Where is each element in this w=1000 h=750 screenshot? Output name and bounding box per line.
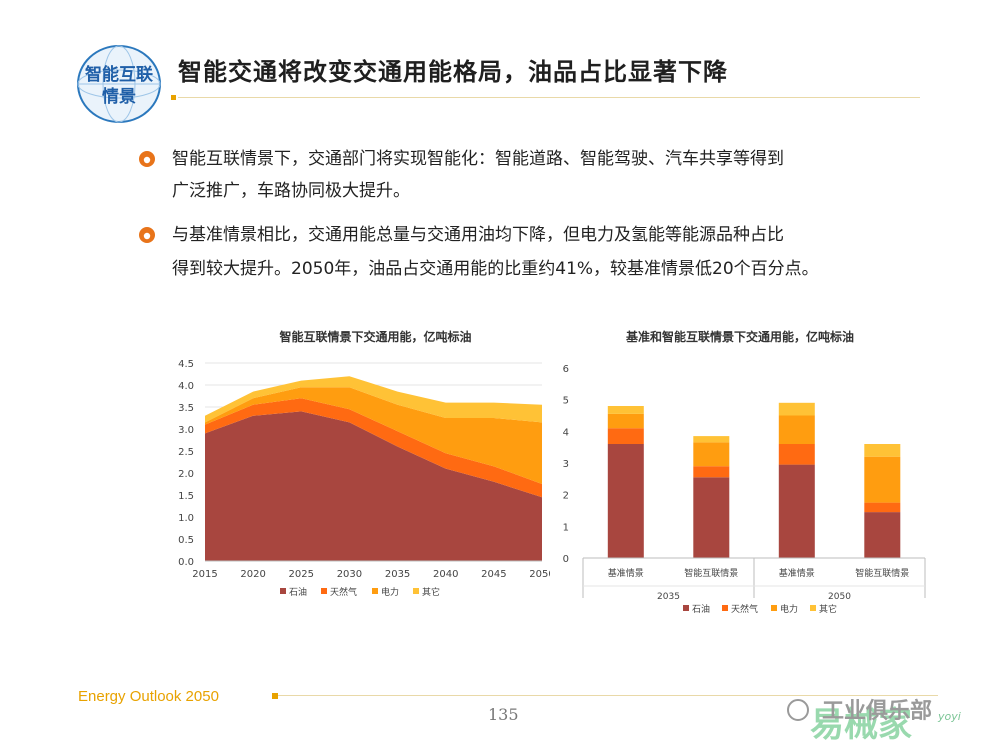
legend-label: 电力 <box>780 603 798 615</box>
legend-swatch <box>413 588 419 594</box>
category-label: 基准情景 <box>608 567 644 579</box>
logo-text-line1: 智能互联 <box>85 64 153 85</box>
legend-swatch <box>683 605 689 611</box>
y-tick-label: 1.0 <box>178 513 194 524</box>
wechat-icon <box>787 699 809 721</box>
footer-marker <box>272 693 278 699</box>
bar-segment <box>864 512 901 558</box>
legend-swatch <box>771 605 777 611</box>
legend-swatch <box>372 588 378 594</box>
bar-chart: 基准和智能互联情景下交通用能，亿吨标油 0 1 2 3 4 5 6 基准情景 智能互联情景 基准情景… <box>563 329 926 615</box>
bar-segment <box>864 502 901 513</box>
legend-label: 石油 <box>289 586 307 598</box>
y-tick-label: 4 <box>563 427 569 438</box>
bar-segment <box>693 436 730 443</box>
legend-swatch <box>280 588 286 594</box>
logo-text-line2: 情景 <box>102 86 136 107</box>
y-tick-label: 5 <box>563 396 569 407</box>
bullet-1-line-2: 广泛推广，车路协同极大提升。 <box>172 181 410 201</box>
bar-segment <box>778 444 815 465</box>
x-tick-label: 2045 <box>481 569 506 580</box>
chart-title: 基准和智能互联情景下交通用能，亿吨标油 <box>625 329 854 344</box>
bar-segment <box>778 415 815 444</box>
bar-segment <box>693 442 730 467</box>
y-tick-label: 1 <box>563 522 569 533</box>
page-number: 135 <box>488 705 519 724</box>
bar-segment <box>607 406 644 414</box>
y-tick-label: 0.5 <box>178 535 194 546</box>
bar-segment <box>607 428 644 444</box>
legend-label: 天然气 <box>731 603 758 615</box>
bullet-icon <box>139 227 155 243</box>
legend-label: 其它 <box>819 603 837 615</box>
y-tick-label: 4.0 <box>178 381 194 392</box>
title-divider <box>178 97 920 98</box>
legend-swatch <box>810 605 816 611</box>
category-label: 基准情景 <box>779 567 815 579</box>
area-series-3 <box>205 376 542 423</box>
legend-label: 电力 <box>381 586 399 598</box>
bar-segment <box>864 444 901 457</box>
x-tick-label: 2040 <box>433 569 458 580</box>
bar-segment <box>864 456 901 503</box>
bullet-2-line-1: 与基准情景相比，交通用能总量与交通用油均下降，但电力及氢能等能源品种占比 <box>172 225 784 245</box>
legend-swatch <box>722 605 728 611</box>
bar-segment <box>693 477 730 559</box>
x-tick-label: 2015 <box>192 569 217 580</box>
watermark-text: 工业俱乐部 <box>822 698 932 724</box>
x-tick-label: 2025 <box>289 569 314 580</box>
y-tick-label: 2.0 <box>178 469 194 480</box>
title-marker <box>171 95 176 100</box>
chart-title: 智能互联情景下交通用能，亿吨标油 <box>278 329 471 344</box>
y-tick-label: 3 <box>563 459 569 470</box>
y-tick-label: 2.5 <box>178 447 194 458</box>
category-label: 智能互联情景 <box>684 567 738 579</box>
x-tick-label: 2035 <box>385 569 410 580</box>
area-series-0 <box>205 411 542 561</box>
bar-segment <box>778 402 815 416</box>
watermark-url: yoyi <box>937 710 961 723</box>
footer-divider <box>278 695 938 696</box>
y-tick-label: 0.0 <box>178 557 194 568</box>
y-tick-label: 0 <box>563 554 569 565</box>
bar-segment <box>607 413 644 429</box>
x-tick-label: 2030 <box>337 569 362 580</box>
x-tick-label: 2050 <box>529 569 550 580</box>
area-series-2 <box>205 387 542 484</box>
y-tick-label: 6 <box>563 364 569 375</box>
y-tick-label: 3.0 <box>178 425 194 436</box>
page-title: 智能交通将改变交通用能格局，油品占比显著下降 <box>178 58 728 86</box>
y-tick-label: 1.5 <box>178 491 194 502</box>
scenario-logo: 智能互联 情景 <box>77 45 161 123</box>
area-chart: 智能互联情景下交通用能，亿吨标油 0.0 0.5 1.0 1.5 2.0 2.5 3.0 3.5… <box>178 329 550 598</box>
bullet-1-line-1: 智能互联情景下，交通部门将实现智能化：智能道路、智能驾驶、汽车共享等得到 <box>172 149 784 169</box>
group-label: 2035 <box>657 592 680 602</box>
bar-segment <box>778 464 815 558</box>
footer-brand: Energy Outlook 2050 <box>78 688 219 705</box>
bar-segment <box>693 466 730 478</box>
category-label: 智能互联情景 <box>855 567 909 579</box>
y-tick-label: 2 <box>563 491 569 502</box>
legend-label: 天然气 <box>330 586 357 598</box>
bullet-2-line-2: 得到较大提升。2050年，油品占交通用能的比重约41%，较基准情景低20个百分点… <box>172 259 819 279</box>
legend-label: 石油 <box>692 603 710 615</box>
legend-label: 其它 <box>422 586 440 598</box>
watermark-logo: 易械家 <box>810 705 912 744</box>
y-tick-label: 3.5 <box>178 403 194 414</box>
group-label: 2050 <box>828 592 851 602</box>
legend-swatch <box>321 588 327 594</box>
bar-segment <box>607 444 644 558</box>
bullet-icon <box>139 151 155 167</box>
watermark: 易械家 工业俱乐部 yoyi <box>787 698 961 744</box>
x-tick-label: 2020 <box>240 569 265 580</box>
y-tick-label: 4.5 <box>178 359 194 370</box>
